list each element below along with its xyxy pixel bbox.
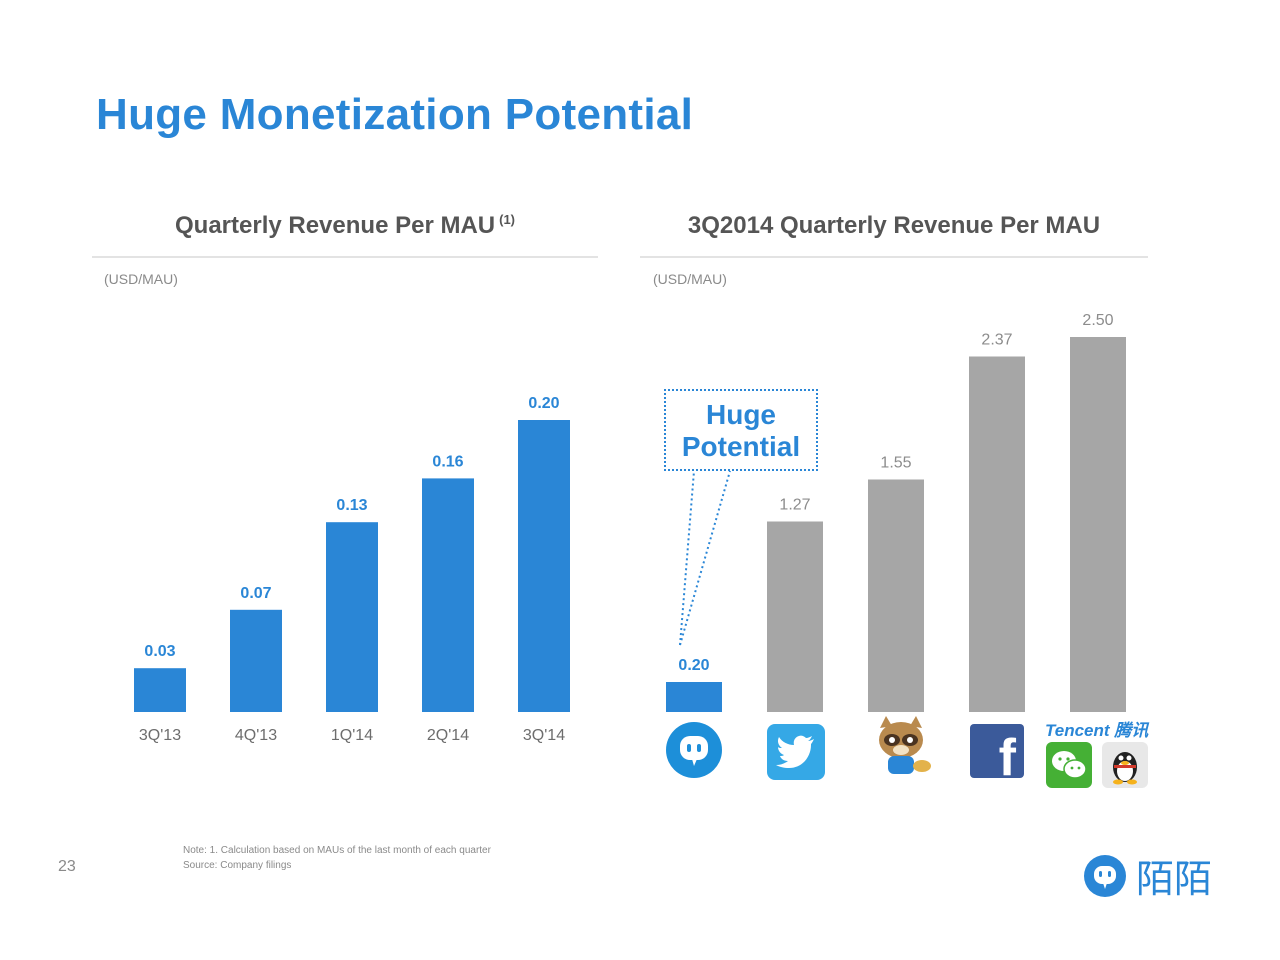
huge-potential-callout: Huge Potential bbox=[664, 389, 818, 471]
raccoon-mascot-icon bbox=[879, 716, 931, 774]
right-title-divider bbox=[640, 256, 1148, 258]
right-bar-4 bbox=[969, 356, 1025, 712]
right-bar-value-2: 1.27 bbox=[779, 497, 810, 514]
yy-raccoon-icon bbox=[868, 714, 934, 780]
momo-icon bbox=[666, 722, 722, 778]
footnote: Note: 1. Calculation based on MAUs of th… bbox=[183, 843, 491, 873]
right-bar-3 bbox=[868, 479, 924, 712]
left-bar-value-5: 0.20 bbox=[528, 395, 559, 412]
left-title-divider bbox=[92, 256, 598, 258]
momo-glyph-icon bbox=[680, 736, 708, 766]
momo-brand-logo: 陌陌 bbox=[1084, 848, 1212, 903]
momo-brand-text: 陌陌 bbox=[1136, 857, 1213, 901]
left-bar-3 bbox=[326, 522, 378, 712]
right-bar-2 bbox=[767, 521, 823, 712]
qq-penguin-icon bbox=[1102, 742, 1148, 788]
right-bar-value-5: 2.50 bbox=[1082, 312, 1113, 329]
left-bar-2 bbox=[230, 609, 282, 712]
left-bar-1 bbox=[134, 668, 186, 712]
right-bar-value-4: 2.37 bbox=[981, 332, 1012, 349]
right-bar-value-3: 1.55 bbox=[880, 455, 911, 472]
right-unit-label: (USD/MAU) bbox=[653, 271, 727, 287]
left-tick-label-1: 3Q'13 bbox=[139, 727, 181, 744]
twitter-bird-icon bbox=[776, 735, 814, 768]
left-chart-title: Quarterly Revenue Per MAU (1) bbox=[92, 212, 598, 240]
right-bar-1 bbox=[666, 682, 722, 712]
qq-penguin-glyph-icon bbox=[1113, 752, 1137, 785]
callout-pointer-right bbox=[679, 470, 731, 646]
left-chart-title-text: Quarterly Revenue Per MAU bbox=[175, 212, 496, 239]
twitter-icon bbox=[767, 724, 825, 780]
right-chart-title: 3Q2014 Quarterly Revenue Per MAU bbox=[687, 212, 1101, 239]
wechat-bubbles-icon bbox=[1052, 751, 1087, 779]
left-bar-5 bbox=[518, 420, 570, 712]
callout-pointer-left bbox=[679, 470, 695, 646]
momo-logo-glyph-icon bbox=[1094, 865, 1116, 889]
footnote-marker: (1) bbox=[499, 212, 515, 227]
tencent-logo: Tencent 腾讯 bbox=[1045, 721, 1149, 740]
facebook-f-icon: f bbox=[998, 729, 1016, 778]
left-tick-label-5: 3Q'14 bbox=[523, 727, 565, 744]
left-unit-label: (USD/MAU) bbox=[104, 271, 178, 287]
footnote-line-1: Note: 1. Calculation based on MAUs of th… bbox=[183, 845, 491, 856]
momo-logo-icon bbox=[1084, 854, 1126, 897]
wechat-icon bbox=[1046, 742, 1092, 788]
footnote-line-2: Source: Company filings bbox=[183, 860, 292, 871]
right-bar-5 bbox=[1070, 337, 1126, 712]
left-bar-4 bbox=[422, 478, 474, 712]
left-bar-value-4: 0.16 bbox=[432, 453, 463, 470]
page-number: 23 bbox=[58, 858, 76, 875]
left-tick-label-3: 1Q'14 bbox=[331, 727, 373, 744]
left-bar-value-2: 0.07 bbox=[240, 585, 271, 602]
left-tick-label-4: 2Q'14 bbox=[427, 727, 469, 744]
left-bar-value-3: 0.13 bbox=[336, 497, 367, 514]
right-bar-value-1: 0.20 bbox=[678, 657, 709, 674]
left-bar-value-1: 0.03 bbox=[144, 643, 175, 660]
slide-title: Huge Monetization Potential bbox=[96, 90, 694, 139]
facebook-icon: f bbox=[970, 724, 1024, 778]
left-tick-label-2: 4Q'13 bbox=[235, 727, 277, 744]
